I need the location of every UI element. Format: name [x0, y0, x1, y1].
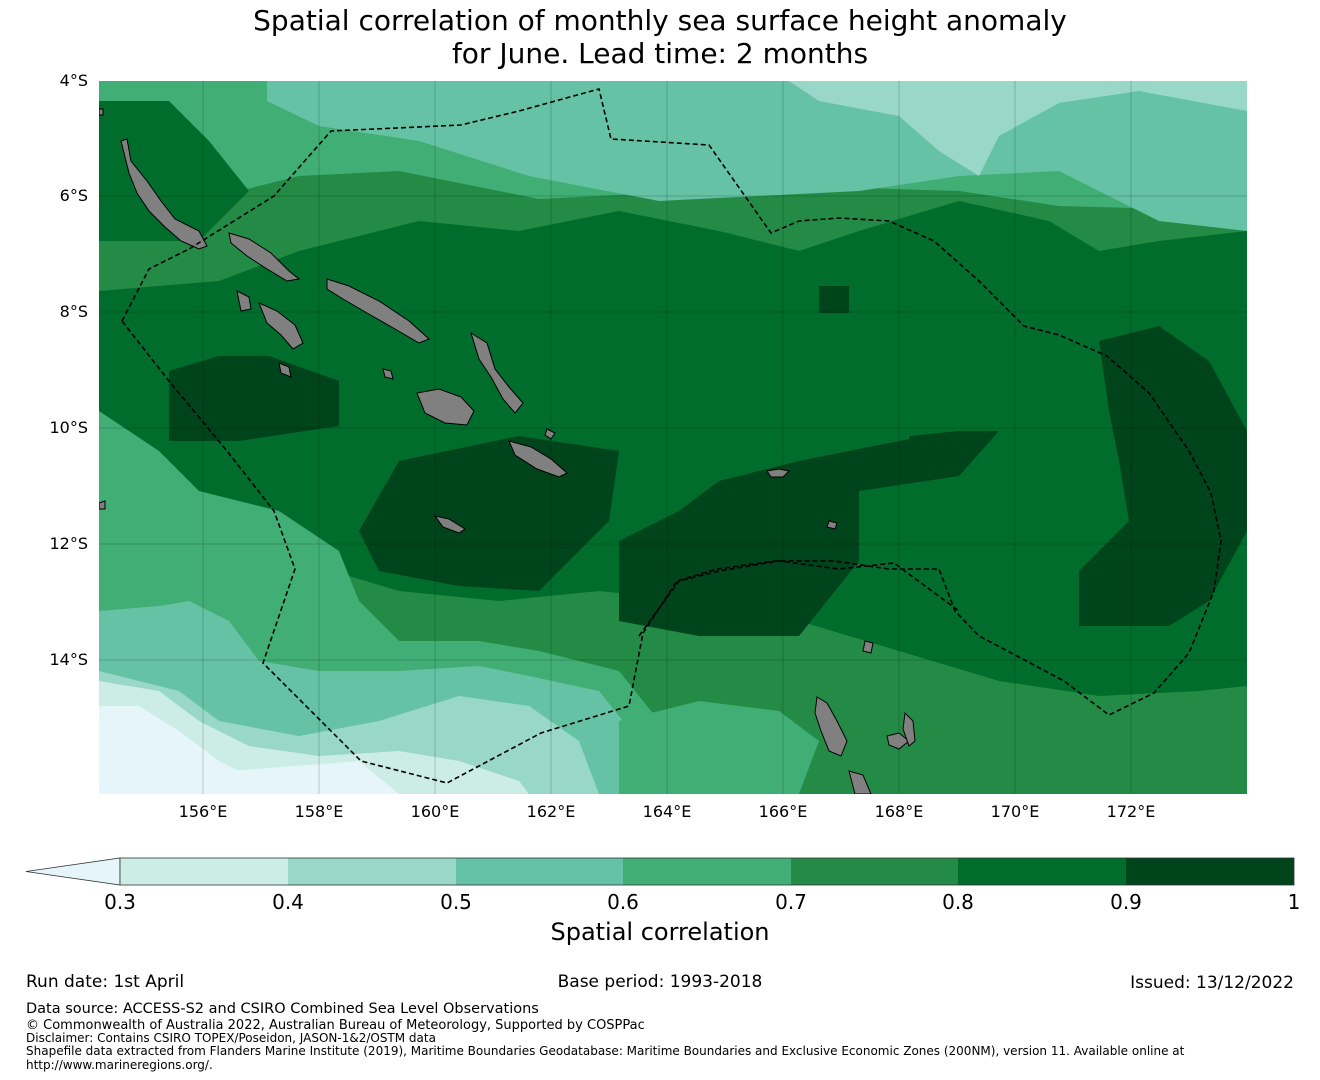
map-title: Spatial correlation of monthly sea surfa… — [0, 4, 1320, 70]
island-temotu — [766, 468, 791, 478]
island-small-1 — [99, 500, 106, 510]
lon-label-172e: 172°E — [1106, 802, 1156, 821]
island-new-georgia — [236, 290, 252, 312]
island-rennell — [433, 515, 466, 534]
island-new-georgia-group — [258, 302, 304, 350]
island-makira — [508, 440, 568, 478]
island-malaita — [470, 331, 524, 414]
lat-label-6s: 6°S — [59, 186, 88, 205]
field-region — [699, 681, 1247, 794]
field-region — [1079, 326, 1247, 626]
base-period: Base period: 1993-2018 — [557, 972, 763, 992]
lat-label-12s: 12°S — [49, 534, 88, 553]
lat-label-10s: 10°S — [49, 418, 88, 437]
colorbar-tick: 0.6 — [607, 890, 639, 914]
land-masses — [99, 108, 916, 794]
colorbar-tick: 1 — [1287, 890, 1301, 914]
lat-label-8s: 8°S — [59, 302, 88, 321]
colorbar-segment-0.7-0.8 — [791, 858, 958, 885]
field-region — [819, 286, 849, 313]
field-region — [169, 356, 339, 441]
lat-label-4s: 4°S — [59, 71, 88, 90]
colorbar-tick: 0.9 — [1110, 890, 1142, 914]
colorbar-tick: 0.8 — [942, 890, 974, 914]
island-santa-isabel — [326, 278, 430, 344]
field-region — [619, 431, 959, 636]
colorbar-segment-0.6-0.7 — [623, 858, 791, 885]
colorbar-outline — [119, 857, 1295, 886]
colorbar-segment-0.8-0.9 — [958, 858, 1126, 885]
colorbar-segment-0.9-1 — [1126, 858, 1294, 885]
lon-label-166e: 166°E — [758, 802, 808, 821]
island-choiseul — [228, 232, 301, 282]
field-region — [229, 761, 399, 794]
shapefile-credit-line-1: Shapefile data extracted from Flanders M… — [26, 1044, 1185, 1058]
lon-label-162e: 162°E — [526, 802, 576, 821]
run-date: Run date: 1st April — [26, 972, 185, 992]
lon-label-168e: 168°E — [874, 802, 924, 821]
lon-label-156e: 156°E — [178, 802, 228, 821]
colorbar-segment-0.4-0.5 — [288, 858, 456, 885]
issued-date: Issued: 13/12/2022 — [1130, 973, 1294, 993]
colorbar-segment-0.5-0.6 — [456, 858, 623, 885]
title-line-2: for June. Lead time: 2 months — [451, 37, 869, 70]
graticule — [99, 81, 1247, 794]
lat-label-14s: 14°S — [49, 650, 88, 669]
shapefile-credit-line-2: http://www.marineregions.org/. — [26, 1058, 213, 1072]
correlation-map — [99, 81, 1247, 794]
title-line-1: Spatial correlation of monthly sea surfa… — [253, 4, 1067, 37]
eez-boundaries — [121, 88, 1222, 784]
field-region — [99, 101, 249, 241]
colorbar-tick: 0.7 — [775, 890, 807, 914]
data-source: Data source: ACCESS-S2 and CSIRO Combine… — [26, 1001, 539, 1017]
island-small-5 — [544, 428, 556, 440]
island-vanuatu-east — [902, 711, 916, 747]
lon-label-158e: 158°E — [294, 802, 344, 821]
colorbar-tick: 0.4 — [272, 890, 304, 914]
island-guadalcanal — [416, 388, 475, 426]
colorbar-label: Spatial correlation — [550, 918, 770, 946]
island-torres — [826, 520, 838, 530]
colorbar-extend-arrow — [25, 857, 121, 886]
island-vanuatu-mid — [886, 732, 910, 750]
colorbar-tick: 0.3 — [104, 890, 136, 914]
field-region — [909, 431, 999, 476]
colorbar — [25, 857, 1295, 886]
field-region — [789, 81, 1247, 176]
island-small-2 — [99, 108, 104, 116]
lon-label-164e: 164°E — [642, 802, 692, 821]
lon-label-170e: 170°E — [990, 802, 1040, 821]
island-small-4 — [382, 368, 394, 380]
island-bougainville — [120, 138, 208, 250]
lon-label-160e: 160°E — [410, 802, 460, 821]
field-region — [99, 706, 299, 794]
island-banks — [862, 640, 874, 654]
colorbar-segment-0.3-0.4 — [120, 858, 288, 885]
island-small-3 — [278, 362, 292, 378]
eez-vanuatu — [638, 560, 960, 637]
copyright: © Commonwealth of Australia 2022, Austra… — [26, 1018, 645, 1033]
disclaimer: Disclaimer: Contains CSIRO TOPEX/Poseido… — [26, 1031, 436, 1045]
island-vanuatu-south — [848, 770, 872, 794]
colorbar-tick: 0.5 — [440, 890, 472, 914]
field-region — [619, 701, 819, 794]
island-vanuatu-north — [814, 696, 848, 757]
